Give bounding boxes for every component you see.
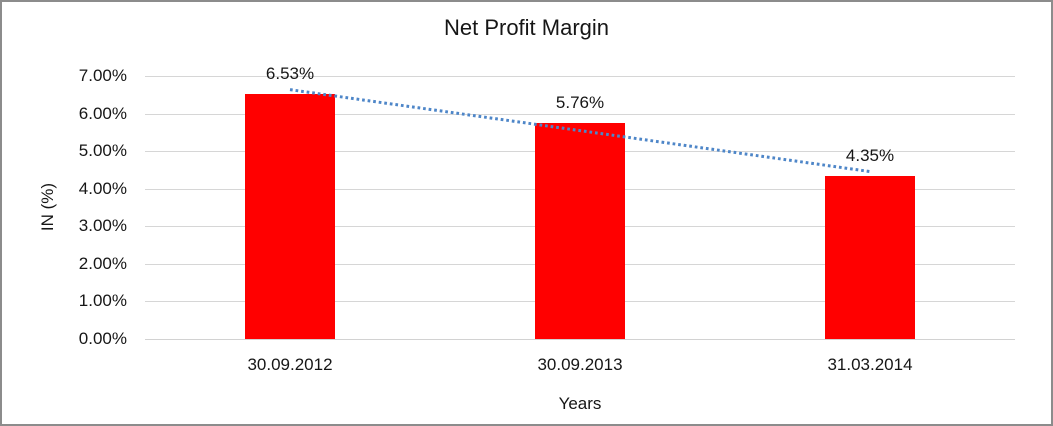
y-tick-label: 6.00% [78,104,127,123]
gridline [145,76,1015,77]
data-label: 6.53% [265,63,315,83]
bar [245,93,335,339]
data-label: 5.76% [555,92,605,112]
y-tick-label: 5.00% [78,141,127,160]
y-tick-label: 2.00% [78,254,127,273]
y-tick-label: 7.00% [78,66,127,85]
y-tick-label: 0.00% [78,329,127,348]
bar [825,175,915,339]
data-label: 4.35% [845,145,895,165]
bar [535,122,625,339]
x-tick-label: 31.03.2014 [827,355,913,374]
x-axis-line [145,339,1015,340]
chart-title: Net Profit Margin [443,15,610,40]
x-axis-title: Years [558,394,602,413]
y-tick-label: 3.00% [78,216,127,235]
y-tick-label: 1.00% [78,291,127,310]
x-tick-label: 30.09.2012 [247,355,333,374]
x-tick-label: 30.09.2013 [537,355,623,374]
y-tick-label: 4.00% [78,179,127,198]
